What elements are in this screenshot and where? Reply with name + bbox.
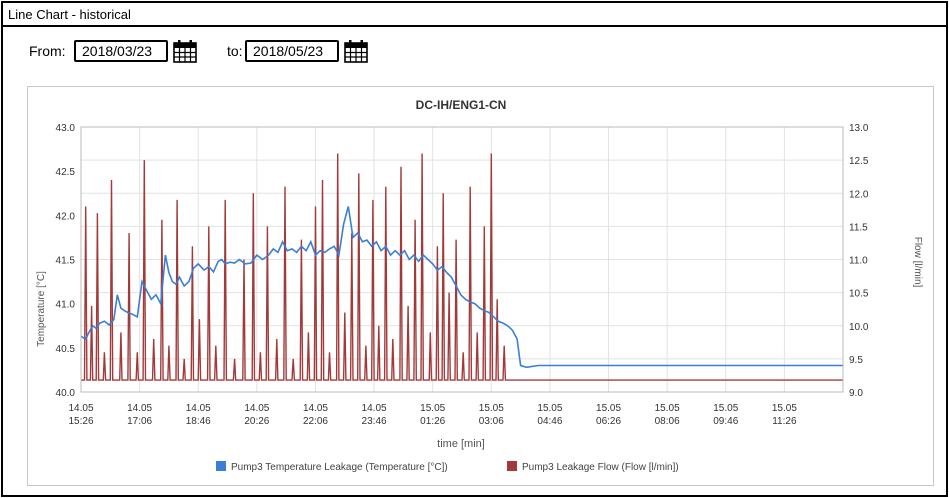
x-tick-label-time: 23:46 — [362, 416, 387, 427]
x-tick-label-date: 15.05 — [772, 403, 797, 414]
series-line-temperature — [80, 206, 843, 369]
window-title: Line Chart - historical — [8, 7, 131, 22]
y-left-tick-label: 40.5 — [56, 344, 76, 355]
series-layer — [80, 153, 843, 381]
legend: Pump3 Temperature Leakage (Temperature [… — [216, 461, 679, 473]
x-tick-label-date: 14.05 — [186, 403, 211, 414]
plot-border — [80, 126, 844, 393]
to-label: to: — [227, 43, 243, 59]
chart-panel: DC-IH/ENG1-CN 9.0 9.5 10.0 10.5 11.0 11.5 12.0… — [27, 86, 934, 486]
y-right-tick-label: 11.5 — [849, 222, 868, 233]
y-left-tick-label: 43.0 — [56, 123, 76, 134]
line-chart: DC-IH/ENG1-CN 9.0 9.5 10.0 10.5 11.0 11.5 12.0… — [36, 98, 923, 473]
y-right-tick-label: 12.0 — [849, 189, 869, 200]
axes: 9.0 9.5 10.0 10.5 11.0 11.5 12.0 12.5 13.0 40.0 40… — [56, 123, 869, 427]
x-tick-label-time: 08:06 — [655, 416, 680, 427]
series-line-flow — [81, 153, 843, 381]
to-calendar-icon[interactable] — [344, 39, 368, 63]
y-right-tick-label: 13.0 — [849, 123, 869, 134]
x-tick-label-time: 17:06 — [127, 416, 152, 427]
y-left-tick-label: 40.0 — [56, 388, 76, 399]
y-right-tick-label: 12.5 — [849, 156, 869, 167]
x-tick-label-time: 03:06 — [479, 416, 504, 427]
y-right-tick-label: 10.5 — [849, 289, 869, 300]
from-label: From: — [29, 43, 66, 59]
to-date-input[interactable]: 2018/05/23 — [245, 40, 339, 62]
y-left-tick-label: 42.5 — [56, 167, 76, 178]
x-tick-label-time: 04:46 — [537, 416, 562, 427]
y-right-tick-label: 9.5 — [849, 355, 863, 366]
title-bar: Line Chart - historical — [3, 3, 946, 27]
x-tick-label-time: 15:26 — [68, 416, 93, 427]
x-tick-label-date: 14.05 — [127, 403, 152, 414]
legend-swatch-flow — [507, 461, 517, 471]
y-left-tick-label: 42.0 — [56, 211, 76, 222]
y-right-tick-label: 11.0 — [849, 256, 868, 267]
grid — [80, 126, 843, 393]
x-tick-label-time: 18:46 — [186, 416, 211, 427]
x-tick-label-date: 15.05 — [655, 403, 680, 414]
x-tick-label-date: 15.05 — [479, 403, 504, 414]
x-tick-label-date: 15.05 — [420, 403, 445, 414]
x-tick-label-time: 09:46 — [713, 416, 738, 427]
legend-label-flow: Pump3 Leakage Flow (Flow [l/min]) — [522, 462, 679, 473]
legend-label-temperature: Pump3 Temperature Leakage (Temperature [… — [231, 462, 448, 473]
x-tick-label-date: 14.05 — [68, 403, 93, 414]
y-left-tick-label: 41.0 — [56, 300, 76, 311]
x-tick-label-time: 11:26 — [772, 416, 797, 427]
x-tick-label-date: 14.05 — [244, 403, 269, 414]
from-calendar-icon[interactable] — [173, 39, 197, 63]
y-axis-right-label: Flow [l/min] — [912, 237, 923, 288]
x-tick-label-time: 06:26 — [596, 416, 621, 427]
x-tick-label-time: 22:06 — [303, 416, 328, 427]
from-date-input[interactable]: 2018/03/23 — [74, 40, 168, 62]
x-tick-label-date: 15.05 — [537, 403, 562, 414]
x-tick-label-time: 01:26 — [420, 416, 445, 427]
legend-swatch-temperature — [216, 461, 226, 471]
y-left-tick-label: 41.5 — [56, 256, 76, 267]
x-axis-label: time [min] — [437, 438, 485, 450]
x-tick-label-date: 14.05 — [303, 403, 328, 414]
y-right-tick-label: 10.0 — [849, 322, 869, 333]
x-tick-label-date: 15.05 — [713, 403, 738, 414]
x-tick-label-date: 14.05 — [362, 403, 387, 414]
x-tick-label-time: 20:26 — [244, 416, 269, 427]
y-right-tick-label: 9.0 — [849, 388, 863, 399]
x-tick-label-date: 15.05 — [596, 403, 621, 414]
chart-title: DC-IH/ENG1-CN — [416, 98, 507, 112]
y-axis-left-label: Temperature [°C] — [36, 271, 47, 347]
